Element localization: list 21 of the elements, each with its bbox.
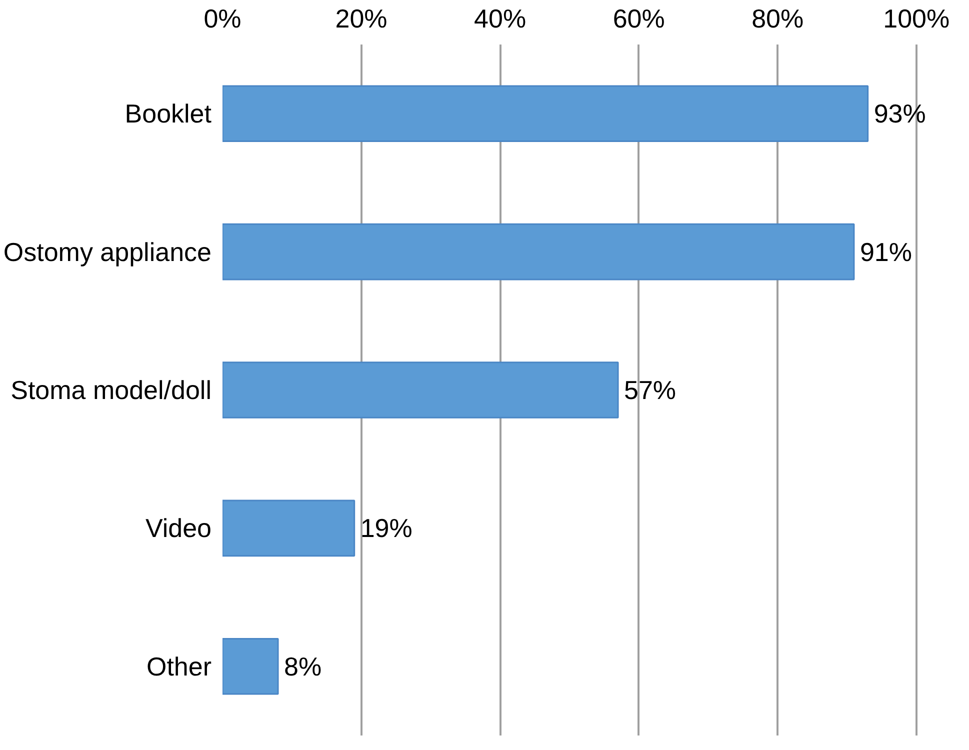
x-tick-label: 60% <box>612 4 665 34</box>
data-label: 93% <box>874 98 926 129</box>
bar <box>222 362 619 418</box>
y-tick-label: Video <box>145 513 212 544</box>
y-tick-label: Stoma model/doll <box>10 375 212 405</box>
bar <box>222 500 356 557</box>
data-label: 19% <box>360 513 412 544</box>
bar <box>222 223 855 280</box>
y-tick-label: Booklet <box>124 98 212 129</box>
bar <box>222 85 869 142</box>
x-tick-label: 40% <box>474 4 526 34</box>
x-tick-label: 20% <box>335 4 388 34</box>
x-tick-label: 0% <box>204 4 242 34</box>
data-label: 8% <box>284 651 322 682</box>
y-tick-label: Ostomy appliance <box>3 236 212 267</box>
x-tick-label: 80% <box>752 4 804 34</box>
data-label: 91% <box>860 236 912 267</box>
x-tick-label: 100% <box>883 4 950 34</box>
bar <box>222 638 279 695</box>
y-tick-label: Other <box>146 651 212 682</box>
data-label: 57% <box>624 375 676 405</box>
